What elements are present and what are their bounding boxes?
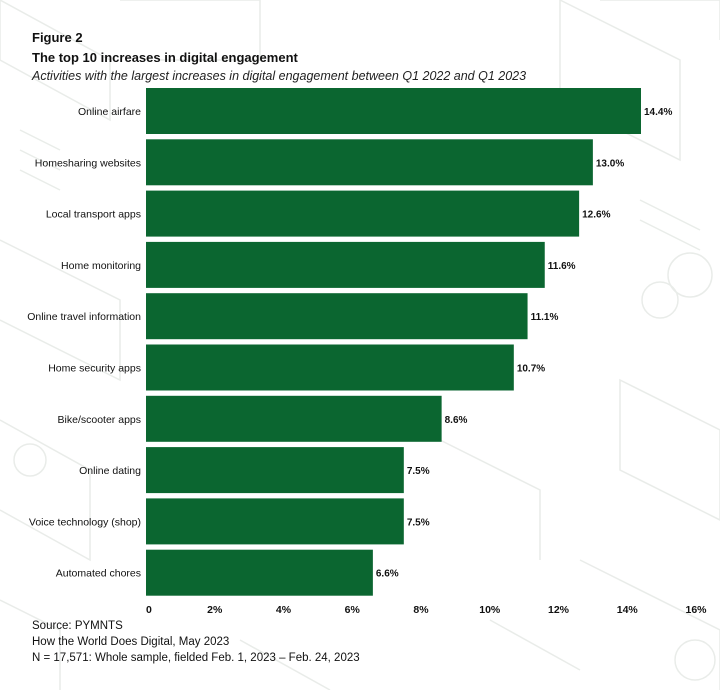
value-label: 11.1% [531, 312, 559, 323]
value-label: 7.5% [407, 517, 430, 528]
chart-footer: Source: PYMNTS How the World Does Digita… [32, 618, 360, 666]
bar-automated-chores [146, 549, 373, 596]
category-label: Homesharing websites [35, 157, 141, 169]
value-label: 10.7% [517, 364, 545, 375]
value-label: 14.4% [644, 107, 672, 118]
category-label: Bike/scooter apps [58, 414, 141, 426]
x-tick-label: 6% [345, 604, 361, 616]
chart-subtitle: Activities with the largest increases in… [32, 69, 527, 83]
bar-online-dating [146, 447, 404, 494]
x-tick-label: 16% [685, 604, 707, 616]
x-tick-label: 0 [146, 604, 152, 616]
x-tick-label: 12% [548, 604, 570, 616]
sample-note: N = 17,571: Whole sample, fielded Feb. 1… [32, 652, 360, 664]
report-note: How the World Does Digital, May 2023 [32, 636, 230, 648]
x-tick-label: 14% [617, 604, 639, 616]
category-label: Local transport apps [46, 209, 141, 221]
value-label: 11.6% [548, 261, 576, 272]
chart-title: The top 10 increases in digital engageme… [32, 50, 298, 65]
category-label: Home monitoring [61, 260, 141, 272]
bar-local-transport-apps [146, 190, 580, 237]
bar-online-travel-information [146, 293, 528, 340]
value-label: 6.6% [376, 569, 399, 580]
source-note: Source: PYMNTS [32, 620, 123, 632]
bar-home-security-apps [146, 344, 514, 391]
x-tick-label: 4% [276, 604, 292, 616]
x-tick-label: 2% [207, 604, 223, 616]
x-tick-label: 8% [413, 604, 429, 616]
chart-header: Figure 2 The top 10 increases in digital… [32, 30, 700, 83]
bar-home-monitoring [146, 241, 545, 288]
bar-online-airfare [146, 88, 641, 134]
value-label: 7.5% [407, 466, 430, 477]
category-label: Home security apps [48, 363, 141, 375]
bar-voice-technology-shop [146, 498, 404, 545]
value-label: 13.0% [596, 158, 624, 169]
bar-homesharing-websites [146, 139, 593, 186]
bar-bike-scooter-apps [146, 395, 442, 442]
value-label: 12.6% [582, 210, 610, 221]
category-label: Voice technology (shop) [29, 516, 141, 528]
figure-label: Figure 2 [32, 30, 83, 45]
category-label: Online travel information [27, 311, 141, 323]
x-tick-label: 10% [479, 604, 501, 616]
category-label: Online dating [79, 465, 141, 477]
category-label: Online airfare [78, 106, 141, 118]
category-label: Automated chores [56, 568, 141, 580]
value-label: 8.6% [445, 415, 468, 426]
